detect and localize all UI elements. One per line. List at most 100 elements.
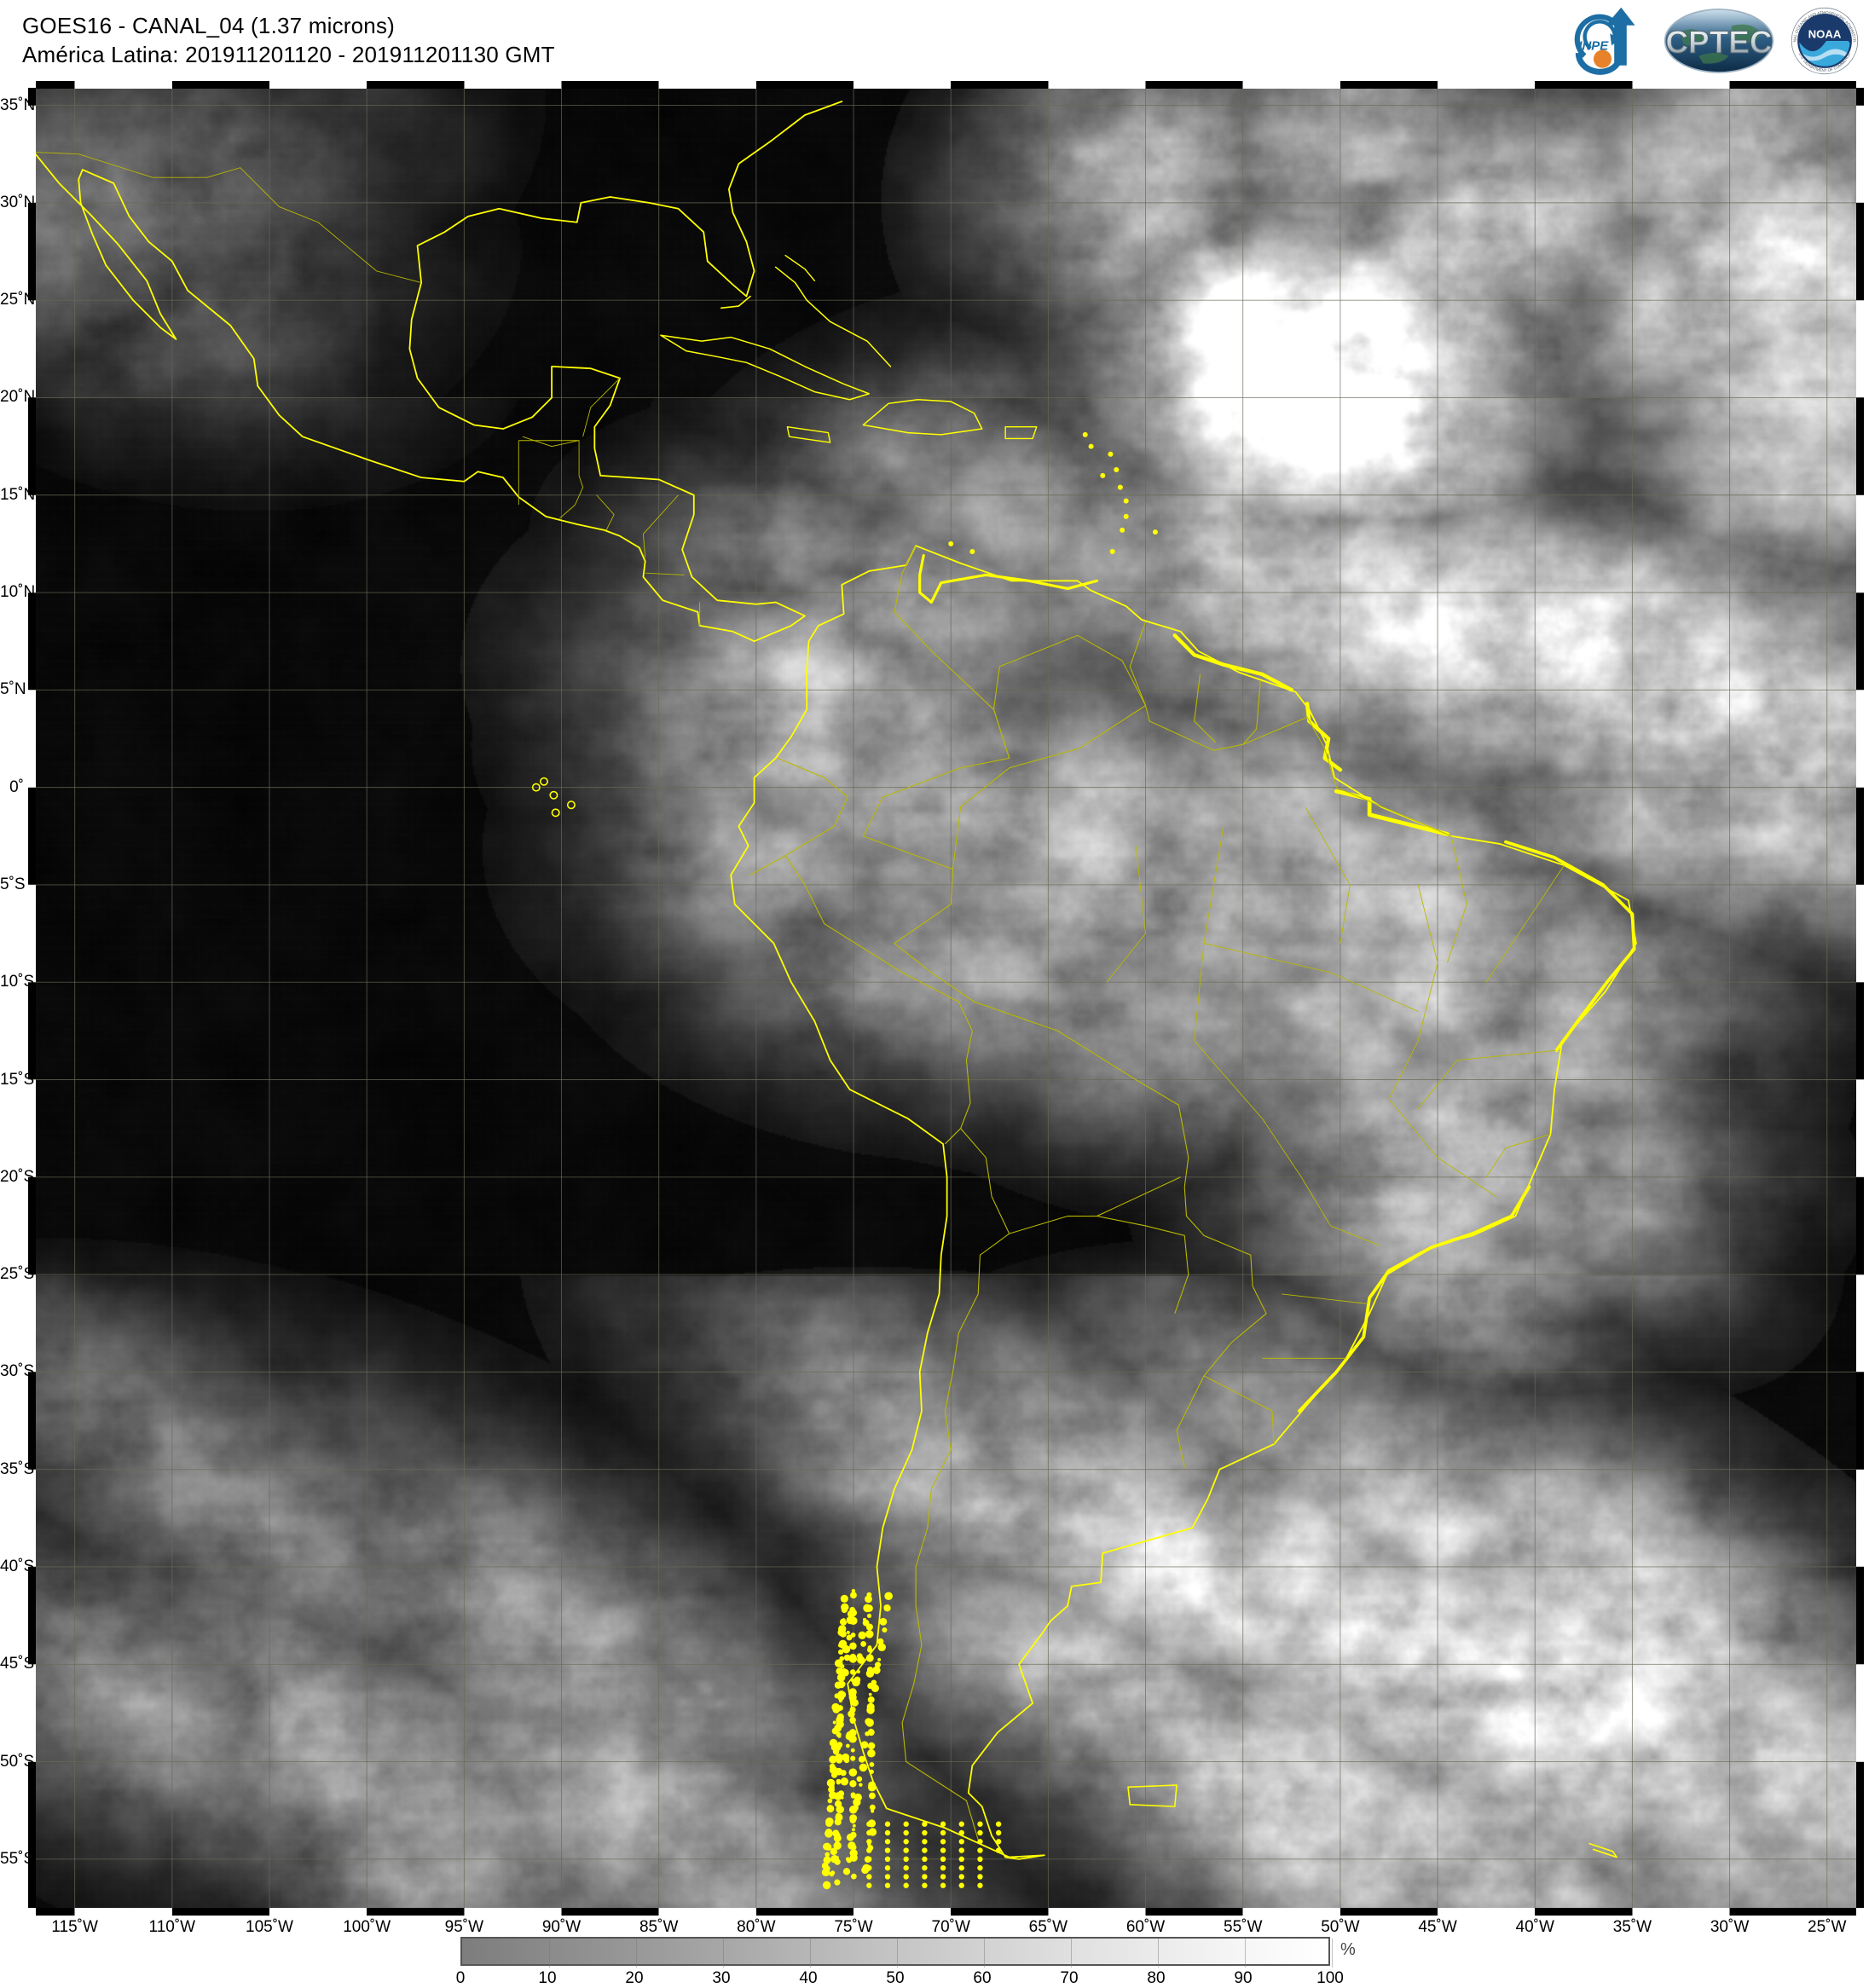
patagonia-island: [849, 1669, 856, 1675]
colorbar: % 0 10 20 30 40 50 60 70 80 90 100: [456, 1937, 1394, 1987]
island-marker: [1123, 498, 1129, 504]
patagonia-island: [851, 1873, 857, 1880]
tierra-del-fuego-island: [995, 1829, 1002, 1836]
coastline-path: [1004, 426, 1038, 440]
tierra-del-fuego-island: [940, 1839, 946, 1845]
coastline-path: [774, 266, 892, 367]
colorbar-tick-label: 60: [973, 1969, 992, 1987]
patagonia-island: [850, 1792, 856, 1798]
tierra-del-fuego-island: [922, 1882, 928, 1888]
patagonia-island: [822, 1881, 831, 1890]
island-marker: [1152, 529, 1158, 535]
patagonia-island: [846, 1743, 850, 1748]
tierra-del-fuego-island: [903, 1882, 909, 1888]
colorbar-tick-label: 20: [625, 1969, 644, 1987]
patagonia-island: [834, 1858, 841, 1865]
coastline-path: [784, 254, 816, 281]
patagonia-island: [850, 1748, 855, 1753]
latitude-tick-label: 5˚S: [0, 875, 26, 893]
patagonia-island: [850, 1755, 856, 1761]
tierra-del-fuego-island: [995, 1821, 1002, 1827]
patagonia-island: [832, 1829, 840, 1837]
tierra-del-fuego-island: [884, 1821, 891, 1827]
colorbar-divider: [897, 1939, 898, 1968]
patagonia-island: [872, 1666, 881, 1674]
galapagos-island: [551, 808, 560, 818]
tierra-del-fuego-island: [922, 1864, 928, 1871]
patagonia-island: [877, 1643, 886, 1651]
patagonia-island: [821, 1862, 829, 1870]
patagonia-island: [849, 1609, 858, 1617]
tierra-del-fuego-island: [958, 1882, 964, 1888]
patagonia-island: [884, 1592, 893, 1601]
tierra-del-fuego-island: [940, 1829, 946, 1836]
tierra-del-fuego-island: [866, 1829, 872, 1836]
page-header: GOES16 - CANAL_04 (1.37 microns) América…: [0, 0, 1869, 85]
tierra-del-fuego-island: [866, 1882, 872, 1888]
latitude-tick-label: 45˚S: [0, 1655, 35, 1673]
latitude-tick-label: 20˚N: [0, 388, 36, 407]
latitude-tick-label: 15˚N: [0, 485, 36, 504]
tierra-del-fuego-island: [884, 1829, 891, 1836]
patagonia-island: [879, 1617, 888, 1626]
border-path: [1305, 806, 1351, 944]
tierra-del-fuego-island: [884, 1874, 891, 1880]
tierra-del-fuego-island: [903, 1864, 909, 1871]
tierra-del-fuego-island: [866, 1874, 872, 1880]
colorbar-tick-label: 50: [886, 1969, 905, 1987]
border-path: [1097, 1215, 1189, 1314]
patagonia-island: [858, 1755, 865, 1763]
patagonia-island: [829, 1738, 838, 1748]
patagonia-island: [836, 1856, 839, 1859]
longitude-tick-label: 100˚W: [343, 1918, 391, 1936]
patagonia-island: [866, 1647, 873, 1653]
map-border-left: [28, 88, 36, 1908]
patagonia-island: [849, 1717, 856, 1724]
patagonia-island: [882, 1627, 888, 1633]
map-border-top: [36, 81, 1856, 89]
tierra-del-fuego-island: [903, 1839, 909, 1845]
longitude-tick-label: 60˚W: [1125, 1918, 1166, 1936]
patagonia-island: [866, 1702, 875, 1711]
coastline-path: [918, 554, 1099, 604]
border-path: [1330, 1225, 1380, 1246]
border-path: [1176, 1375, 1205, 1468]
tierra-del-fuego-island: [922, 1874, 928, 1880]
satellite-map[interactable]: [36, 88, 1856, 1908]
patagonia-island: [849, 1780, 857, 1788]
product-subtitle: América Latina: 201911201120 - 201911201…: [22, 41, 555, 67]
patagonia-island: [867, 1696, 875, 1703]
noaa-logo-text: NOAA: [1808, 27, 1842, 40]
colorbar-tick-label: 100: [1316, 1969, 1344, 1987]
colorbar-divider: [549, 1939, 550, 1968]
island-marker: [1117, 484, 1123, 490]
patagonia-island: [823, 1842, 830, 1851]
tierra-del-fuego-island: [958, 1829, 964, 1836]
border-path: [894, 705, 1275, 1444]
border-path: [522, 436, 580, 448]
colorbar-tick-label: 40: [799, 1969, 818, 1987]
patagonia-island: [837, 1628, 846, 1637]
patagonia-island: [834, 1792, 842, 1800]
island-marker: [1100, 472, 1106, 478]
latitude-tick-label: 25˚S: [0, 1265, 35, 1284]
border-path: [1129, 621, 1147, 706]
border-path: [894, 545, 1010, 769]
tierra-del-fuego-island: [958, 1847, 964, 1853]
latitude-tick-label: 20˚S: [0, 1167, 35, 1186]
patagonia-island: [867, 1682, 874, 1690]
tierra-del-fuego-island: [995, 1847, 1002, 1853]
latitude-tick-label: 0˚: [9, 777, 24, 796]
colorbar-tick-label: 0: [455, 1969, 466, 1987]
border-path: [992, 634, 1147, 759]
tierra-del-fuego-island: [922, 1821, 928, 1827]
patagonia-island: [859, 1783, 863, 1787]
patagonia-island: [877, 1657, 882, 1661]
island-marker: [1123, 513, 1129, 519]
longitude-tick-label: 55˚W: [1224, 1918, 1263, 1936]
patagonia-island: [850, 1633, 856, 1638]
border-path: [518, 440, 584, 519]
patagonia-island: [845, 1857, 850, 1862]
tierra-del-fuego-island: [903, 1856, 909, 1863]
patagonia-island: [850, 1592, 857, 1599]
